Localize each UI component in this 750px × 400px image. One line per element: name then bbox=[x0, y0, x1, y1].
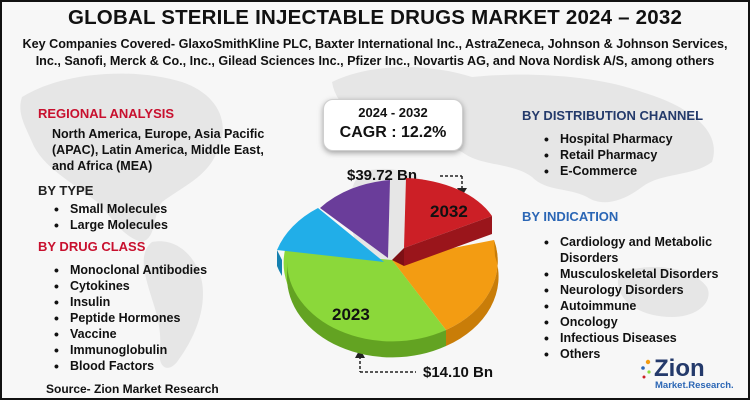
list-item-continuation: Disorders bbox=[560, 251, 619, 265]
regional-analysis-heading: REGIONAL ANALYSIS bbox=[38, 106, 175, 121]
list-item: Hospital Pharmacy bbox=[542, 131, 673, 147]
pie-slice-orange bbox=[392, 240, 499, 346]
source-note: Source- Zion Market Research bbox=[46, 382, 219, 396]
list-item: Peptide Hormones bbox=[52, 310, 207, 326]
pie-slice-green bbox=[283, 250, 446, 358]
logo-tagline: Market.Research. bbox=[655, 380, 734, 391]
cagr-years: 2024 - 2032 bbox=[358, 105, 428, 120]
list-item: E-Commerce bbox=[542, 163, 673, 179]
list-item: Cardiology and Metabolic bbox=[542, 234, 718, 250]
by-indication-heading: BY INDICATION bbox=[522, 209, 619, 224]
list-item: Retail Pharmacy bbox=[542, 147, 673, 163]
by-indication-list: Cardiology and Metabolic Disorders Muscu… bbox=[542, 234, 718, 362]
list-item: Neurology Disorders bbox=[542, 282, 718, 298]
list-item: Blood Factors bbox=[52, 358, 207, 374]
zion-logo: Zion Market.Research. bbox=[641, 355, 734, 391]
list-item: Autoimmune bbox=[542, 298, 718, 314]
by-distribution-list: Hospital Pharmacy Retail Pharmacy E-Comm… bbox=[542, 131, 673, 179]
list-item: Others bbox=[542, 346, 718, 362]
list-item: Small Molecules bbox=[52, 201, 168, 217]
pie-label-top: 2032 bbox=[430, 202, 468, 221]
regional-analysis-text: North America, Europe, Asia Pacific (APA… bbox=[52, 127, 265, 173]
list-item: Infectious Diseases bbox=[542, 330, 718, 346]
list-item: Immunoglobulin bbox=[52, 342, 207, 358]
list-item: Vaccine bbox=[52, 326, 207, 342]
pie-label-bottom: 2023 bbox=[332, 305, 370, 324]
list-item: Large Molecules bbox=[52, 217, 168, 233]
pie-slice-purple bbox=[320, 180, 390, 258]
by-type-list: Small Molecules Large Molecules bbox=[52, 201, 168, 233]
pie-slice-red bbox=[392, 178, 492, 266]
list-item: Cytokines bbox=[52, 278, 207, 294]
by-drug-class-list: Monoclonal Antibodies Cytokines Insulin … bbox=[52, 262, 207, 374]
pie-slice-cyan bbox=[277, 208, 384, 276]
logo-word: Zion bbox=[654, 355, 705, 382]
value-high-label: $39.72 Bn bbox=[347, 167, 418, 184]
value-low-label: $14.10 Bn bbox=[423, 364, 494, 381]
by-drug-class-heading: BY DRUG CLASS bbox=[38, 239, 146, 254]
cagr-value: CAGR : 12.2% bbox=[339, 124, 447, 141]
list-item: Monoclonal Antibodies bbox=[52, 262, 207, 278]
page-title: GLOBAL STERILE INJECTABLE DRUGS MARKET 2… bbox=[67, 6, 683, 29]
cagr-box: 2024 - 2032 CAGR : 12.2% bbox=[323, 99, 463, 151]
key-companies-subtitle: Key Companies Covered- GlaxoSmithKline P… bbox=[22, 37, 728, 68]
list-item: Musculoskeletal Disorders bbox=[542, 266, 718, 282]
by-distribution-heading: BY DISTRIBUTION CHANNEL bbox=[522, 108, 704, 123]
by-type-heading: BY TYPE bbox=[38, 183, 94, 198]
list-item: Insulin bbox=[52, 294, 207, 310]
list-item: Oncology bbox=[542, 314, 718, 330]
